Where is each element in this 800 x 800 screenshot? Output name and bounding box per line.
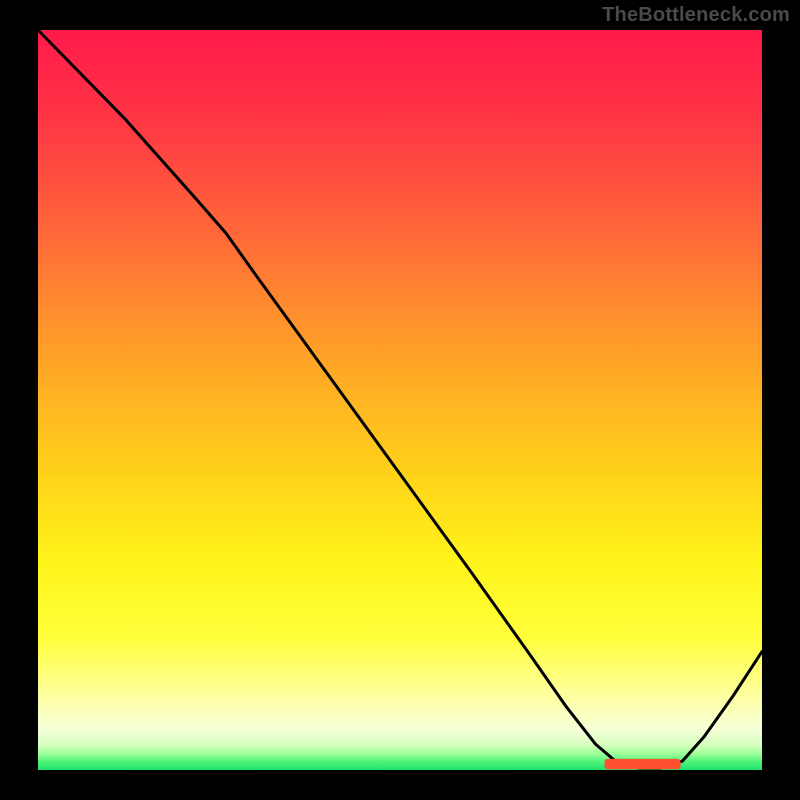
optimum-marker [605,759,681,769]
chart-container: TheBottleneck.com [0,0,800,800]
chart-svg [0,0,800,800]
